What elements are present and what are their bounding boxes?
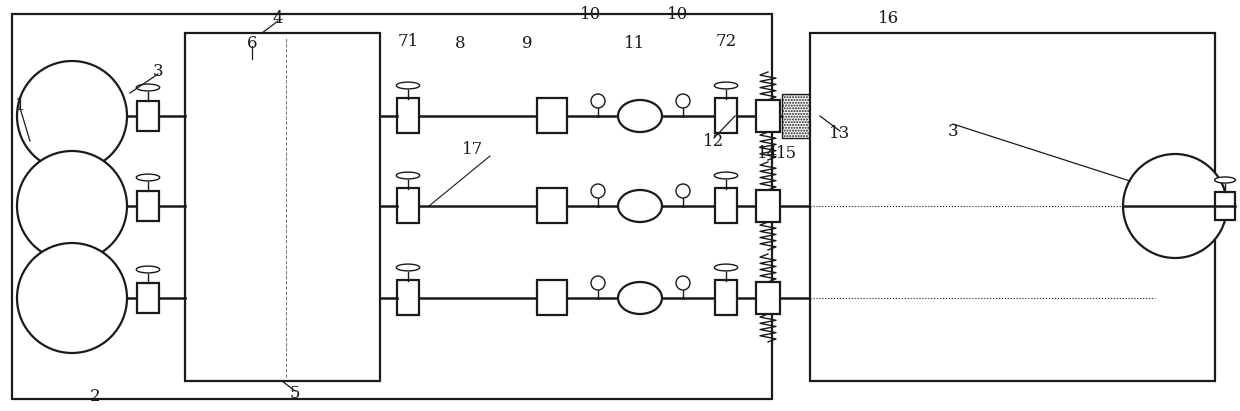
Bar [188,37,376,377]
Circle shape [676,94,689,108]
Bar [537,188,567,223]
Circle shape [1123,154,1228,258]
Circle shape [17,61,126,171]
Circle shape [591,276,605,290]
Ellipse shape [397,264,419,271]
Ellipse shape [136,84,160,91]
Circle shape [17,151,126,261]
Text: 72: 72 [715,32,737,49]
Text: 2: 2 [89,388,100,404]
Text: 9: 9 [522,35,532,51]
Bar [397,188,419,223]
Bar [136,283,159,313]
Ellipse shape [136,266,160,273]
Ellipse shape [397,172,419,179]
Text: 17: 17 [463,141,484,157]
Bar [136,101,159,131]
Bar [185,33,379,381]
Text: 13: 13 [830,125,851,141]
Circle shape [591,184,605,198]
Circle shape [676,184,689,198]
Bar [1215,192,1235,220]
Ellipse shape [618,282,662,314]
Text: 3: 3 [947,122,959,139]
Bar [756,190,780,222]
Bar [715,280,737,315]
Ellipse shape [136,174,160,181]
Ellipse shape [714,82,738,89]
Text: 5: 5 [290,385,300,402]
Bar [136,191,159,221]
Text: 10: 10 [580,7,601,23]
Bar [397,280,419,315]
Ellipse shape [714,172,738,179]
Text: 4: 4 [273,11,283,28]
Ellipse shape [397,82,419,89]
Text: 1: 1 [15,97,25,115]
Bar [756,282,780,314]
Text: 14: 14 [758,145,779,162]
Text: 8: 8 [455,35,465,51]
Text: 6: 6 [247,35,257,51]
Bar [537,98,567,133]
Text: 10: 10 [667,7,688,23]
Bar [782,94,813,138]
Text: 71: 71 [397,32,419,49]
Circle shape [17,243,126,353]
Circle shape [591,94,605,108]
Text: 16: 16 [878,11,899,28]
Bar [715,98,737,133]
Ellipse shape [1215,177,1235,183]
Text: 12: 12 [703,132,724,150]
Text: 11: 11 [625,35,646,51]
Bar [397,98,419,133]
Bar [756,100,780,132]
Text: 3: 3 [153,62,164,79]
Ellipse shape [618,190,662,222]
Ellipse shape [618,100,662,132]
Bar [12,14,773,399]
Bar [715,188,737,223]
Circle shape [676,276,689,290]
Bar [537,280,567,315]
Text: 15: 15 [775,145,796,162]
Ellipse shape [714,264,738,271]
Bar [810,33,1215,381]
